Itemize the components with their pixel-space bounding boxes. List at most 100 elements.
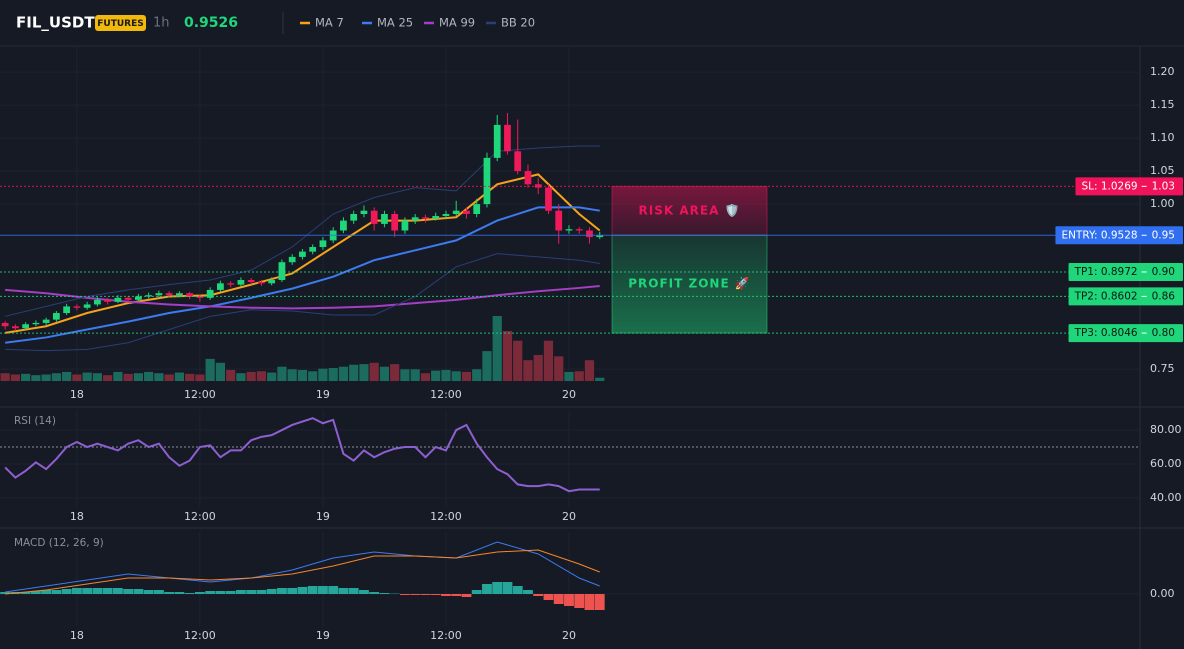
macd-bar	[338, 588, 349, 594]
volume-bar	[308, 371, 318, 381]
y-tick-label: 1.10	[1150, 131, 1175, 144]
macd-bar	[533, 594, 544, 596]
macd-bar	[471, 590, 482, 594]
macd-bar	[400, 594, 410, 595]
candle-body	[11, 326, 19, 329]
macd-bar	[184, 593, 195, 594]
x-tick-label: 12:00	[430, 510, 462, 523]
macd-bar	[205, 591, 216, 594]
volume-bar	[277, 366, 287, 381]
macd-bar	[133, 589, 144, 594]
indicator-line	[4, 173, 601, 334]
volume-bar	[482, 351, 492, 381]
candle-body	[483, 157, 491, 205]
candle-body	[442, 214, 450, 216]
candle-body	[381, 214, 388, 224]
volume-bar	[349, 364, 359, 381]
level-axis-label: 0.80	[1152, 327, 1175, 339]
last-price: 0.9526	[184, 15, 238, 31]
candle-body	[63, 306, 71, 314]
volume-bar	[103, 375, 113, 381]
macd-line	[5, 549, 600, 595]
legend-label: MA 99	[439, 16, 475, 30]
macd-bar	[451, 594, 462, 596]
level-tag	[1068, 324, 1183, 343]
x-tick-label: 19	[316, 388, 330, 401]
volume-bar	[595, 377, 605, 381]
volume-bar	[574, 371, 584, 381]
candle-body	[452, 210, 460, 214]
candle-body	[258, 281, 265, 284]
macd-bar	[51, 590, 62, 594]
candle-body	[575, 229, 583, 231]
volume-bar	[113, 371, 123, 381]
macd-bar	[410, 594, 421, 595]
volume-bar	[564, 371, 574, 381]
volume-bar	[144, 371, 154, 381]
candle-body	[186, 293, 194, 297]
macd-bar	[0, 592, 11, 594]
candle-body	[247, 280, 255, 282]
macd-bar	[461, 594, 472, 597]
volume-bar	[359, 364, 369, 381]
volume-bar	[185, 373, 195, 381]
volume-bar	[62, 371, 72, 381]
level-label: ENTRY: 0.9528	[1061, 229, 1137, 241]
candle-body	[1, 322, 9, 327]
x-tick-label: 20	[562, 388, 576, 401]
symbol: FIL_USDT	[16, 14, 95, 32]
macd-bar	[266, 589, 277, 594]
macd-bar	[215, 591, 226, 594]
y-tick-label: 0.75	[1150, 362, 1175, 375]
macd-bar	[523, 590, 533, 594]
macd-bar	[235, 590, 246, 594]
volume-bar	[226, 369, 236, 381]
volume-bar	[472, 369, 482, 381]
level-tag	[1068, 287, 1183, 306]
candle-body	[545, 187, 552, 211]
volume-bar	[410, 369, 420, 381]
candle-body	[422, 217, 429, 219]
volume-bar	[584, 360, 595, 381]
macd-bar	[61, 589, 72, 594]
volume-bar	[328, 368, 338, 381]
macd-bar	[564, 594, 574, 606]
candle-body	[391, 214, 399, 231]
candle-body	[299, 251, 306, 257]
volume-bar	[441, 369, 451, 381]
macd-bar	[297, 587, 308, 594]
candle-body	[278, 262, 286, 281]
candle-body	[493, 124, 501, 158]
macd-bar	[430, 594, 441, 595]
macd-bar	[246, 590, 257, 594]
volume-bar	[0, 373, 10, 381]
x-tick-label: 18	[70, 510, 84, 523]
volume-bar	[390, 364, 400, 381]
candle-body	[288, 256, 296, 263]
volume-bar	[164, 374, 174, 381]
volume-bar	[236, 373, 246, 381]
candle-body	[534, 184, 542, 188]
macd-bar	[543, 594, 554, 600]
volume-bar	[543, 340, 554, 381]
volume-bar	[154, 373, 164, 381]
macd-bar	[82, 588, 93, 594]
volume-bar	[123, 373, 133, 381]
volume-bar	[554, 356, 564, 381]
indicator-line	[4, 206, 600, 344]
candle-body	[135, 296, 142, 300]
y-tick-label: 1.05	[1150, 164, 1175, 177]
x-tick-label: 20	[562, 510, 576, 523]
macd-line	[5, 541, 600, 593]
volume-bar	[513, 340, 523, 381]
macd-bar	[553, 594, 564, 604]
panel-title: RSI (14)	[14, 415, 56, 427]
macd-bar	[20, 592, 31, 594]
x-tick-label: 20	[562, 629, 576, 642]
y-tick-label: 1.15	[1150, 98, 1175, 111]
x-tick-label: 12:00	[430, 629, 462, 642]
candle-body	[340, 220, 347, 231]
volume-bar	[379, 366, 390, 381]
macd-bar	[287, 588, 298, 594]
